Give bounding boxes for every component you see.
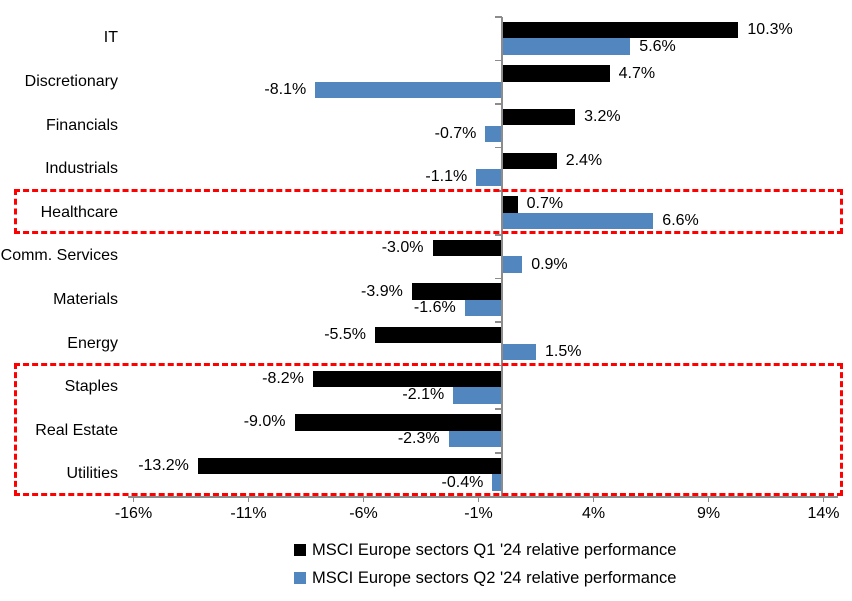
x-axis-tick-label: -11%	[230, 505, 267, 523]
bar-q1-materials	[411, 283, 502, 300]
category-label-industrials: Industrials	[45, 160, 118, 178]
bar-q1-comm-services	[432, 239, 502, 257]
bar-q2-healthcare	[501, 212, 654, 230]
bar-q1-staples	[312, 370, 502, 388]
category-tick	[494, 59, 502, 62]
category-tick	[494, 321, 502, 323]
horizontal-axis	[128, 496, 838, 498]
value-label: 0.9%	[531, 255, 568, 273]
vertical-axis	[501, 16, 503, 497]
legend-swatch-q2-icon	[294, 572, 306, 584]
category-label-energy: Energy	[67, 334, 118, 352]
value-label: -1.1%	[425, 168, 468, 186]
bar-q2-comm-services	[501, 256, 523, 273]
bar-q1-utilities	[197, 457, 502, 475]
value-label: 4.7%	[618, 64, 656, 82]
x-axis-tick	[822, 496, 825, 503]
bar-q1-it	[501, 21, 739, 39]
bar-q1-real-estate	[294, 414, 502, 431]
category-label-utilities: Utilities	[66, 465, 118, 483]
value-label: 10.3%	[747, 21, 793, 38]
legend-swatch-q1-icon	[294, 544, 306, 556]
x-axis-tick-label: 4%	[581, 505, 606, 523]
bar-q2-financials	[485, 125, 502, 143]
x-axis-tick-label: -1%	[464, 505, 493, 523]
x-axis-tick	[592, 496, 595, 503]
category-label-financials: Financials	[45, 116, 118, 134]
legend-label-q1: MSCI Europe sectors Q1 '24 relative perf…	[312, 540, 677, 559]
bar-q2-industrials	[476, 169, 502, 186]
x-axis-tick	[132, 496, 135, 503]
value-label: -8.2%	[262, 369, 304, 387]
bar-q2-staples	[453, 387, 502, 404]
category-tick	[494, 146, 502, 149]
x-axis-tick-label: -16%	[114, 505, 153, 523]
highlight-box-defensives	[14, 363, 843, 497]
legend: MSCI Europe sectors Q1 '24 relative perf…	[294, 536, 676, 592]
bar-q2-utilities	[492, 474, 502, 491]
x-axis-tick-label: -6%	[349, 505, 378, 523]
value-label: -0.7%	[434, 124, 477, 142]
bar-q1-healthcare	[501, 196, 518, 213]
category-tick	[494, 103, 502, 105]
x-axis-tick	[707, 496, 710, 503]
category-label-staples: Staples	[64, 378, 118, 396]
value-label: 0.7%	[526, 195, 564, 213]
x-axis-tick	[362, 496, 365, 503]
value-label: -9.0%	[243, 413, 286, 431]
x-axis-tick	[247, 496, 250, 503]
bar-q2-it	[501, 38, 631, 55]
category-tick	[494, 16, 502, 18]
category-label-materials: Materials	[53, 290, 118, 308]
category-tick	[494, 234, 502, 236]
category-tick	[494, 277, 502, 280]
value-label: -5.5%	[324, 326, 366, 344]
bar-q2-discretionary	[315, 81, 502, 99]
value-label: 5.6%	[639, 37, 676, 55]
value-label: -0.4%	[441, 473, 484, 491]
value-label: -3.0%	[381, 239, 424, 256]
bar-q2-real-estate	[448, 430, 502, 448]
value-label: -13.2%	[138, 457, 189, 474]
category-label-discretionary: Discretionary	[24, 72, 118, 90]
highlight-box-healthcare	[14, 188, 843, 235]
x-axis-tick-label: 9%	[696, 505, 721, 523]
value-label: -3.9%	[361, 282, 403, 300]
value-label: 1.5%	[545, 342, 582, 360]
bar-q2-materials	[464, 299, 502, 317]
bar-q1-financials	[501, 108, 576, 126]
category-tick	[494, 452, 502, 454]
category-label-healthcare: Healthcare	[40, 203, 118, 221]
value-label: 3.2%	[584, 108, 621, 126]
legend-item-q1: MSCI Europe sectors Q1 '24 relative perf…	[294, 536, 676, 564]
bar-q2-energy	[501, 343, 536, 361]
value-label: -8.1%	[264, 81, 307, 99]
value-label: -1.6%	[413, 299, 456, 317]
legend-label-q2: MSCI Europe sectors Q2 '24 relative perf…	[312, 568, 677, 587]
category-label-real-estate: Real Estate	[35, 421, 118, 439]
value-label: 2.4%	[565, 151, 603, 169]
x-axis-tick-label: 14%	[807, 505, 840, 523]
legend-item-q2: MSCI Europe sectors Q2 '24 relative perf…	[294, 564, 676, 592]
value-label: 6.6%	[662, 212, 699, 229]
x-axis-tick	[477, 496, 480, 503]
bar-q1-energy	[375, 326, 502, 344]
category-tick	[494, 408, 502, 410]
category-label-comm-services: Comm. Services	[0, 247, 118, 265]
bar-q1-industrials	[501, 152, 557, 170]
bar-q1-discretionary	[501, 65, 610, 82]
value-label: -2.3%	[397, 430, 440, 447]
value-label: -2.1%	[402, 386, 445, 404]
category-label-it: IT	[103, 29, 118, 47]
